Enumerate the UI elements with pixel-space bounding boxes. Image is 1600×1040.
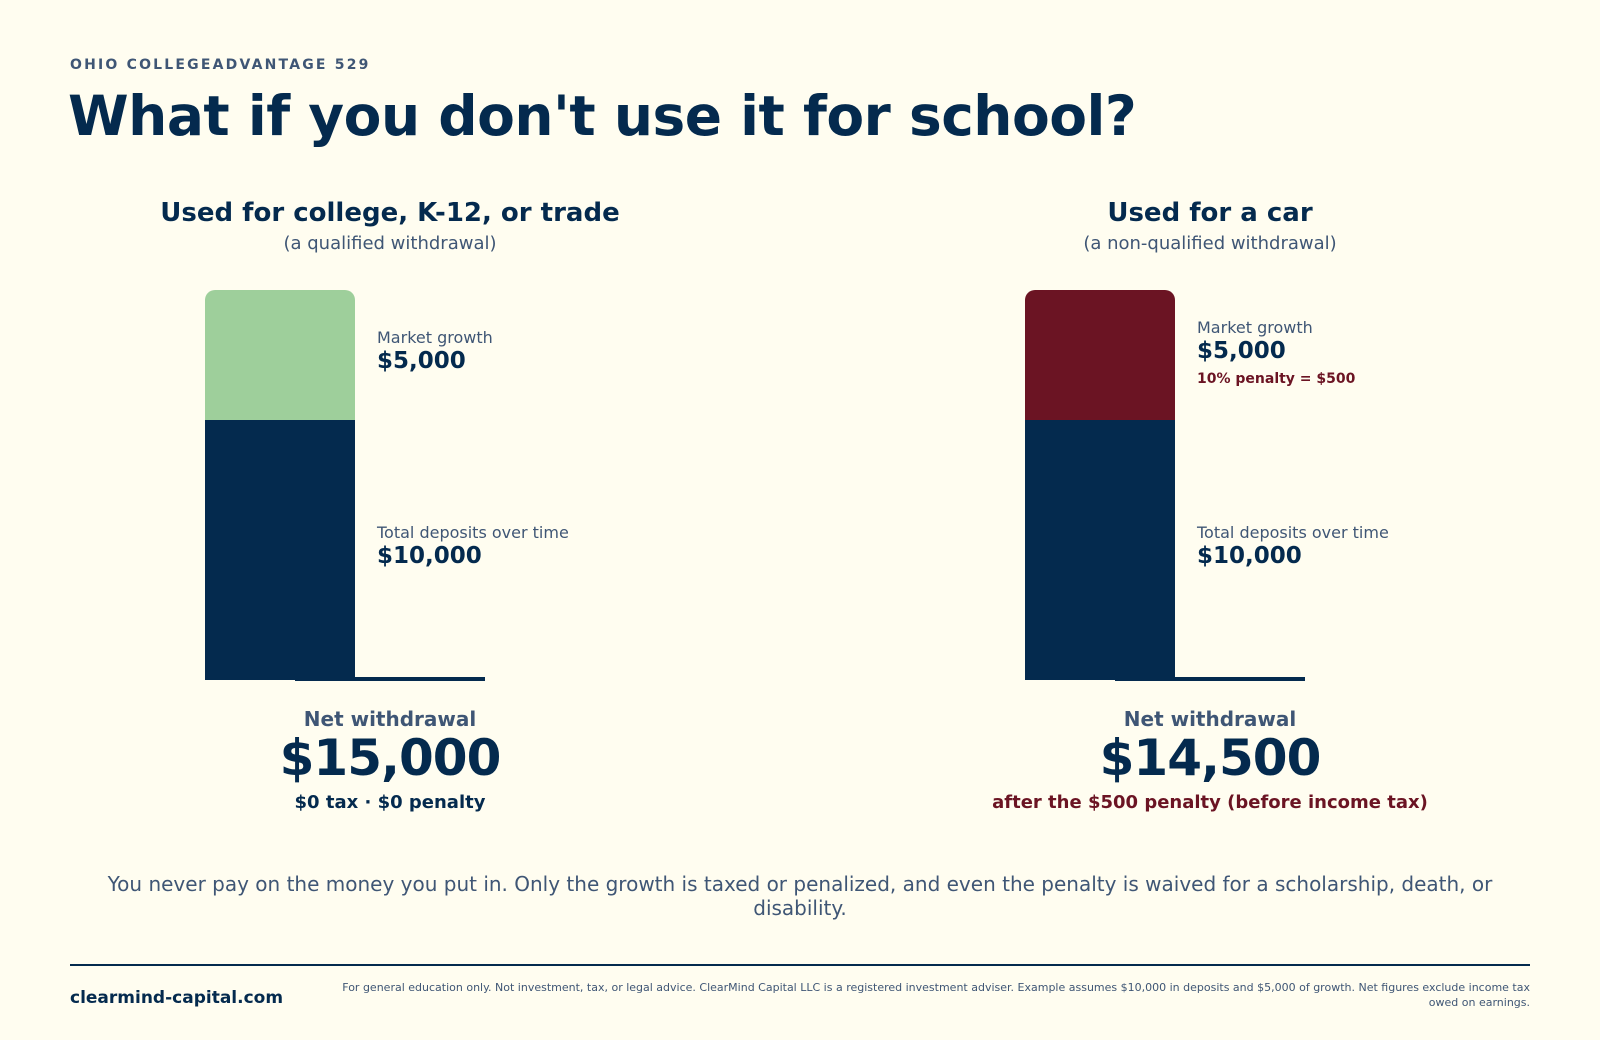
deposits-series-label: Total deposits over time xyxy=(377,523,569,542)
penalty-note: 10% penalty = $500 xyxy=(1197,371,1356,387)
summary-text: You never pay on the money you put in. O… xyxy=(107,872,1493,920)
footer-divider xyxy=(70,964,1530,966)
growth-value-label: $5,000 xyxy=(1197,338,1286,364)
bar-segment-deposits xyxy=(205,420,355,680)
chart-title: Used for a car xyxy=(1107,198,1313,228)
net-withdrawal-value: $14,500 xyxy=(1099,729,1322,787)
eyebrow-label: OHIO COLLEGEADVANTAGE 529 xyxy=(70,57,371,73)
chart-subtitle: (a non-qualified withdrawal) xyxy=(1083,233,1337,254)
bar-segment-growth xyxy=(205,290,355,420)
net-withdrawal-note: after the $500 penalty (before income ta… xyxy=(992,792,1428,813)
chart-baseline xyxy=(1115,677,1305,681)
growth-series-label: Market growth xyxy=(1197,318,1313,337)
chart-subtitle: (a qualified withdrawal) xyxy=(283,233,497,254)
deposits-series-label: Total deposits over time xyxy=(1197,523,1389,542)
bar-segment-deposits xyxy=(1025,420,1175,680)
net-withdrawal-value: $15,000 xyxy=(279,729,502,787)
footer-disclaimer: For general education only. Not investme… xyxy=(342,981,1530,1009)
chart-baseline xyxy=(295,677,485,681)
net-withdrawal-label: Net withdrawal xyxy=(303,707,477,731)
chart-title: Used for college, K-12, or trade xyxy=(160,198,620,228)
growth-value-label: $5,000 xyxy=(377,348,466,374)
net-withdrawal-label: Net withdrawal xyxy=(1123,707,1297,731)
footer-site-link[interactable]: clearmind-capital.com xyxy=(70,988,284,1008)
bar-segment-growth xyxy=(1025,290,1175,420)
net-withdrawal-note: $0 tax · $0 penalty xyxy=(294,792,486,813)
page-title: What if you don't use it for school? xyxy=(68,84,1137,148)
growth-series-label: Market growth xyxy=(377,328,493,347)
deposits-value-label: $10,000 xyxy=(1197,543,1302,569)
deposits-value-label: $10,000 xyxy=(377,543,482,569)
